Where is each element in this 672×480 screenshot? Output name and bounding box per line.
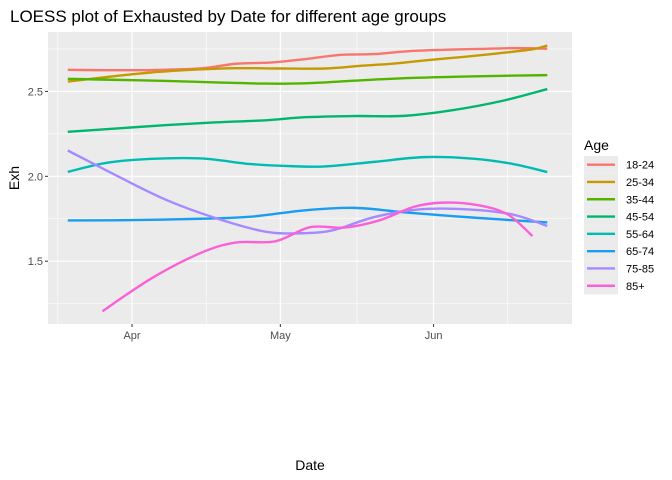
x-tick-label: May bbox=[270, 330, 291, 342]
series-line-18-24 bbox=[67, 46, 548, 72]
y-axis-ticks: 1.5 2.0 2.5 bbox=[28, 86, 48, 268]
legend-label-75-85: 75-85 bbox=[626, 263, 654, 275]
legend-label-65-74: 65-74 bbox=[626, 246, 654, 258]
legend-label-35-44: 35-44 bbox=[626, 194, 654, 206]
legend-label-55-64: 55-64 bbox=[626, 229, 654, 241]
chart-title: LOESS plot of Exhausted by Date for diff… bbox=[10, 7, 446, 26]
series-line-35-44 bbox=[67, 73, 548, 85]
legend: Age 18-24 25-34 35-44 45-54 55-64 65-74 75-85 8… bbox=[584, 137, 654, 295]
legend-label-45-54: 45-54 bbox=[626, 212, 654, 224]
series-line-65-74 bbox=[67, 206, 548, 224]
minor-gridlines bbox=[48, 32, 572, 324]
series-lines bbox=[67, 44, 548, 313]
x-axis-title: Date bbox=[295, 457, 325, 473]
legend-label-25-34: 25-34 bbox=[626, 177, 654, 189]
y-axis-title: Exh bbox=[6, 166, 22, 190]
y-tick-label: 1.5 bbox=[28, 256, 43, 268]
series-line-55-64 bbox=[67, 155, 548, 174]
y-tick-label: 2.5 bbox=[28, 86, 43, 98]
legend-items: 18-24 25-34 35-44 45-54 55-64 65-74 75-85 85+ bbox=[584, 156, 654, 295]
x-tick-label: Jun bbox=[425, 330, 443, 342]
x-tick-label: Apr bbox=[123, 330, 140, 342]
series-line-75-85 bbox=[67, 149, 548, 235]
series-line-45-54 bbox=[67, 87, 548, 134]
x-axis-ticks: Apr May Jun bbox=[123, 324, 442, 342]
legend-label-85+: 85+ bbox=[626, 281, 645, 293]
series-line-25-34 bbox=[67, 44, 548, 83]
major-gridlines bbox=[48, 32, 572, 324]
legend-label-18-24: 18-24 bbox=[626, 160, 654, 172]
series-line-85+ bbox=[101, 201, 534, 313]
legend-title: Age bbox=[584, 137, 609, 153]
y-tick-label: 2.0 bbox=[28, 171, 43, 183]
